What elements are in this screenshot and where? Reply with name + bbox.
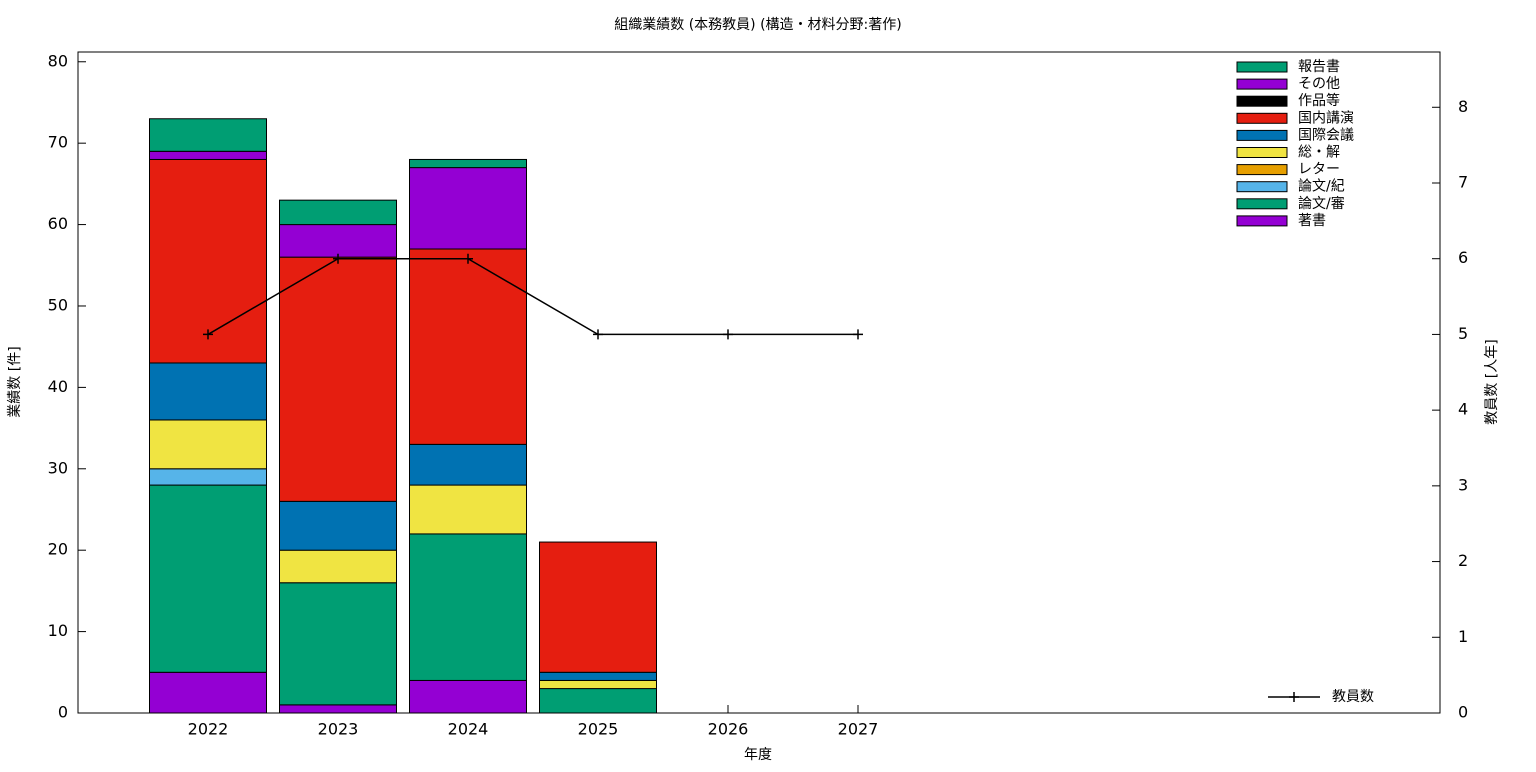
bar-segment	[149, 671, 267, 714]
plot-frame	[77, 51, 1441, 714]
bar-segment	[149, 118, 267, 152]
legend-label: 教員数	[1332, 689, 1374, 705]
legend-swatch	[1236, 164, 1288, 176]
x-tick-label: 2025	[578, 720, 619, 739]
legend-swatch	[1236, 181, 1288, 193]
bar-segment	[409, 167, 527, 250]
bar-segment	[149, 362, 267, 421]
bar-segment	[149, 419, 267, 470]
legend-label: 作品等	[1298, 92, 1340, 109]
y-tick-label: 20	[48, 540, 68, 559]
legend-swatch	[1236, 129, 1288, 141]
y2-tick-label: 7	[1458, 172, 1468, 191]
y-tick-label: 50	[48, 295, 68, 314]
line-marker	[463, 253, 473, 264]
y-tick-label: 60	[48, 214, 68, 233]
y2-tick-label: 8	[1458, 97, 1468, 116]
bar-segment	[539, 671, 657, 681]
legend-marker	[1289, 692, 1299, 702]
bar-segment	[279, 549, 397, 584]
y2-tick-label: 5	[1458, 324, 1468, 343]
legend-label: その他	[1298, 76, 1340, 92]
bar-segment	[279, 500, 397, 551]
legend-label: 著書	[1298, 213, 1326, 229]
bar-segment	[539, 679, 657, 690]
legend-swatch	[1236, 61, 1288, 73]
bar-segment	[409, 248, 527, 445]
y2-tick-label: 3	[1458, 475, 1468, 494]
bar-segment	[149, 158, 267, 364]
x-tick-label: 2027	[838, 720, 879, 739]
bar-segment	[279, 256, 397, 502]
y2-axis-label: 教員数 [人年]	[1484, 339, 1500, 424]
x-tick-label: 2022	[188, 720, 229, 739]
y-tick-label: 10	[48, 621, 68, 640]
bar-segment	[279, 224, 397, 258]
line-marker	[853, 329, 863, 340]
bar-segment	[409, 158, 527, 169]
bar-segment	[409, 679, 527, 714]
legend-label: 論文/紀	[1298, 179, 1345, 195]
bar-segment	[539, 688, 657, 714]
bar-segment	[279, 582, 397, 706]
line-marker	[723, 329, 733, 340]
bar-segment	[149, 150, 267, 160]
bar-segment	[539, 541, 657, 673]
line-marker	[593, 329, 603, 340]
legend-label: 国際会議	[1298, 126, 1354, 143]
legend-swatch	[1236, 112, 1288, 124]
y-tick-label: 80	[48, 51, 68, 70]
legend-swatch	[1236, 215, 1288, 227]
bar-segment	[409, 533, 527, 681]
y-tick-label: 40	[48, 377, 68, 396]
y-tick-label: 70	[48, 133, 68, 152]
bar-segment	[279, 199, 397, 226]
bar-segment	[149, 468, 267, 486]
y2-tick-label: 1	[1458, 627, 1468, 646]
bar-segment	[409, 443, 527, 486]
legend-swatch	[1236, 147, 1288, 158]
y2-tick-label: 2	[1458, 551, 1468, 570]
x-tick-label: 2023	[318, 720, 359, 739]
legend-label: 論文/審	[1298, 196, 1345, 212]
bar-segment	[409, 484, 527, 535]
line-marker	[203, 329, 213, 340]
line-series	[207, 257, 858, 336]
x-tick-label: 2026	[708, 720, 749, 739]
y-tick-label: 30	[48, 458, 68, 477]
y2-tick-label: 4	[1458, 400, 1468, 419]
legend-swatch	[1236, 95, 1288, 107]
y-axis-label: 業績数 [件]	[7, 346, 23, 417]
chart-title: 組織業績数 (本務教員) (構造・材料分野:著作)	[614, 17, 901, 33]
line-marker	[333, 253, 343, 264]
x-axis-label: 年度	[744, 747, 772, 763]
legend-label: レター	[1298, 162, 1340, 178]
y2-tick-label: 6	[1458, 248, 1468, 267]
legend-label: 報告書	[1298, 59, 1340, 75]
y-tick-label: 0	[58, 703, 68, 722]
bar-segment	[149, 484, 267, 673]
legend-swatch	[1236, 198, 1288, 210]
legend-label: 総・解	[1298, 145, 1340, 161]
bar-segment	[279, 704, 397, 714]
y2-tick-label: 0	[1458, 703, 1468, 722]
legend-swatch	[1236, 78, 1288, 90]
x-tick-label: 2024	[448, 720, 489, 739]
legend-label: 国内講演	[1298, 110, 1354, 126]
